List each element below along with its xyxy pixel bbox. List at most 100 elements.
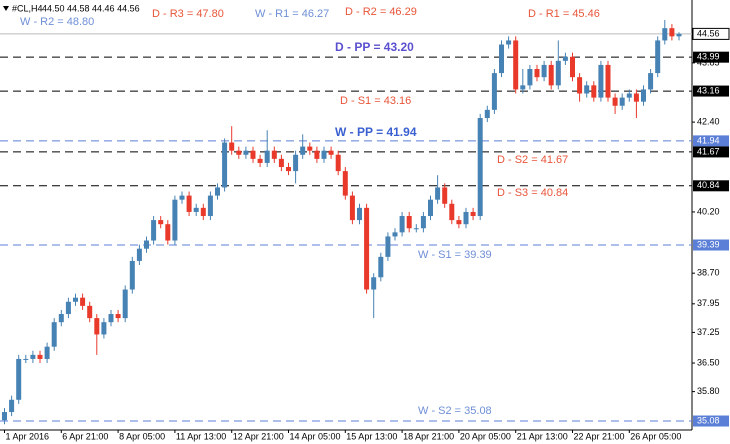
candle-body <box>278 158 284 168</box>
level-label: 43.16 <box>697 85 720 95</box>
candle-body <box>16 358 22 400</box>
y-tick-label: 38.70 <box>697 268 720 278</box>
candle-body <box>300 146 306 155</box>
candle-body <box>37 354 43 359</box>
candle-body <box>378 256 384 278</box>
candle-body <box>58 314 64 323</box>
ohlc-text: 44.50 44.58 44.46 44.56 <box>42 3 140 13</box>
candle-body <box>357 207 362 221</box>
pivot-label: W - R2 = 48.80 <box>20 16 94 28</box>
x-tick-label: 15 Apr 13:00 <box>346 431 397 441</box>
candle-body <box>250 150 256 159</box>
candle-body <box>179 195 185 200</box>
level-label-box <box>693 51 729 63</box>
level-label: 40.84 <box>697 180 720 190</box>
level-label-box <box>693 239 729 251</box>
candle-body <box>655 40 661 74</box>
candle-body <box>293 154 299 172</box>
x-tick-label: 11 Apr 13:00 <box>176 431 226 441</box>
candle-body <box>676 33 682 37</box>
x-tick-label: 6 Apr 21:00 <box>62 431 108 441</box>
candle-body <box>662 28 668 41</box>
candle-body <box>399 216 405 233</box>
candle-body <box>619 97 625 106</box>
candle-body <box>633 93 639 102</box>
x-tick-label: 26 Apr 05:00 <box>630 431 681 441</box>
x-tick-label: 1 Apr 2016 <box>6 431 50 441</box>
level-label-box <box>693 146 729 158</box>
candle-body <box>236 150 242 155</box>
candle-body <box>349 195 355 221</box>
candle-body <box>463 211 469 225</box>
pivot-label: D - S2 = 41.67 <box>497 154 568 166</box>
candle-body <box>477 118 483 217</box>
candle-body <box>186 195 192 212</box>
candle-body <box>342 171 348 196</box>
candle-body <box>222 142 228 188</box>
level-label: 41.94 <box>697 135 720 145</box>
candle-body <box>51 322 57 347</box>
x-tick-label: 22 Apr 21:00 <box>574 431 625 441</box>
candle-body <box>648 73 654 90</box>
y-tick-label: 36.50 <box>697 357 720 367</box>
y-tick-label: 42.40 <box>697 116 720 126</box>
pivot-label: D - S1 = 43.16 <box>340 95 411 107</box>
y-tick-label: 40.20 <box>697 206 720 216</box>
level-label: 41.67 <box>697 146 720 156</box>
candle-body <box>420 216 426 229</box>
candle-body <box>23 358 29 360</box>
candle-body <box>165 224 171 241</box>
candle-body <box>491 73 497 110</box>
level-label: 43.99 <box>697 52 720 62</box>
candle-body <box>442 187 448 204</box>
x-tick-label: 12 Apr 21:00 <box>233 431 284 441</box>
candle-body <box>2 412 7 421</box>
candle-body <box>499 44 504 74</box>
candle-body <box>435 187 441 200</box>
candle-body <box>257 158 263 163</box>
pivot-label: D - PP = 43.20 <box>335 40 414 54</box>
level-label-box <box>693 415 729 427</box>
candle-body <box>144 240 149 249</box>
candle-body <box>641 89 646 102</box>
candle-body <box>456 220 462 225</box>
pivot-label: D - R3 = 47.80 <box>152 8 224 20</box>
candle-body <box>229 142 235 151</box>
price-label-box <box>692 27 730 40</box>
level-label-box <box>693 85 729 97</box>
candle-body <box>193 207 199 212</box>
candle-body <box>122 289 128 319</box>
candle-body <box>413 228 419 230</box>
candle-body <box>136 248 142 261</box>
candle-body <box>513 40 519 90</box>
candle-body <box>562 56 568 61</box>
y-tick-label: 37.25 <box>697 327 720 337</box>
x-tick-label: 14 Apr 05:00 <box>290 431 341 441</box>
candle-body <box>94 318 100 335</box>
candle-body <box>591 85 597 98</box>
candle-body <box>364 207 370 290</box>
candle-body <box>428 199 433 217</box>
candle-body <box>605 64 611 98</box>
candle-body <box>577 77 583 94</box>
candle-body <box>108 314 114 323</box>
x-tick-label: 18 Apr 21:00 <box>403 431 454 441</box>
candle-body <box>30 354 36 359</box>
candle-body <box>200 207 206 217</box>
candle-body <box>328 150 334 155</box>
candle-body <box>570 56 575 78</box>
y-tick-label: 35.80 <box>697 386 720 396</box>
pivot-label: W - S2 = 35.08 <box>418 405 492 417</box>
level-label: 39.39 <box>697 239 720 249</box>
candle-body <box>307 146 313 151</box>
candle-body <box>406 216 412 229</box>
y-tick-label: 37.95 <box>697 298 720 308</box>
candle-body <box>484 109 490 119</box>
pivot-label: W - PP = 41.94 <box>335 125 417 139</box>
candle-body <box>506 40 512 45</box>
candle-body <box>392 232 398 237</box>
candle-body <box>158 220 164 225</box>
level-label-box <box>693 180 729 192</box>
candle-body <box>449 203 455 221</box>
